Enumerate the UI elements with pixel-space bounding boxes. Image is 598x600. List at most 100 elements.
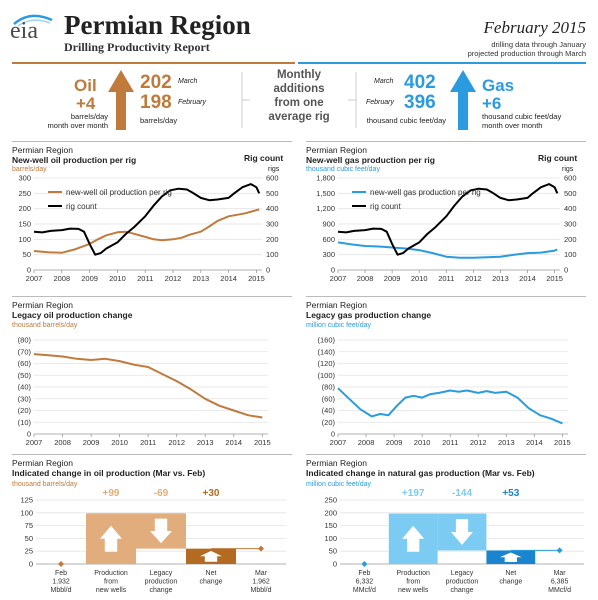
gas_change-category-label-3: Net — [505, 570, 516, 577]
oil_rig-ytick: 250 — [18, 189, 31, 198]
gas-legacy-panel-title: Permian Region Legacy gas production cha… — [306, 300, 431, 320]
gas_rig-ytick: 300 — [322, 250, 335, 259]
divider-4 — [306, 296, 586, 297]
oil_change-up-arrow-icon — [100, 525, 122, 552]
oil_change-ytick: 75 — [25, 521, 33, 530]
oil-summary: Oil +4 barrels/day month over month 202 … — [12, 66, 242, 132]
gas_rig-ytick-right: 0 — [564, 266, 568, 275]
gas-rig-panel-title: Permian Region New-well gas production p… — [306, 145, 435, 165]
oil_change-down-arrow-icon — [150, 518, 172, 544]
divider-3 — [12, 296, 292, 297]
gas-value-unit: thousand cubic feet/day — [366, 116, 446, 125]
gas_rig-xtick: 2012 — [465, 274, 482, 283]
oil-change-region: Permian Region — [12, 458, 73, 468]
gas_legacy-xtick: 2010 — [414, 438, 431, 447]
gas_rig-ytick: 600 — [322, 235, 335, 244]
data-note-line1: drilling data through January — [491, 40, 586, 49]
gas_rig-series-0-line — [337, 241, 558, 259]
gas_change-category-label-2: change — [451, 587, 474, 594]
oil_rig-xtick: 2011 — [137, 274, 153, 283]
oil_change-ytick: 100 — [20, 508, 33, 517]
oil_rig-xtick: 2010 — [109, 274, 126, 283]
oil-rig-chart: 0 50 100 150 200 250 300 0 100 200 300 400 500 600 200… — [18, 174, 279, 284]
gas_legacy-xtick: 2007 — [330, 438, 347, 447]
gas-legacy-left-unit: million cubic feet/day — [306, 322, 371, 329]
gas_change-category-label-0: Feb — [358, 570, 370, 577]
oil_change-category-label-0: Mbbl/d — [50, 587, 71, 594]
gas_change-category-label-1: from — [406, 579, 420, 586]
oil_rig-xtick: 2007 — [26, 274, 43, 283]
oil-change-panel-title: Permian Region Indicated change in oil p… — [12, 458, 205, 478]
oil-march-value: 202 — [140, 72, 172, 93]
center-note-line1: Monthly — [276, 69, 322, 81]
oil_rig-ytick-right: 0 — [266, 266, 270, 275]
oil-legacy-panel-title: Permian Region Legacy oil production cha… — [12, 300, 132, 320]
gas_legacy-ytick: 0 — [331, 430, 335, 439]
gas_change-category-label-0: MMcf/d — [353, 587, 376, 594]
oil_change-category-label-0: Feb — [55, 570, 67, 577]
gas_change-category-label-4: 6,385 — [551, 579, 569, 586]
gas_legacy-ytick: (80) — [322, 383, 336, 392]
oil_rig-series-1-line — [33, 183, 261, 256]
gas_change-category-label-2: production — [446, 579, 479, 586]
gas_rig-xtick: 2010 — [411, 274, 428, 283]
oil-legacy-region: Permian Region — [12, 300, 73, 310]
gas_rig-ytick-right: 600 — [564, 174, 577, 183]
oil-legacy-title: Legacy oil production change — [12, 310, 133, 320]
oil_rig-ytick-right: 300 — [266, 220, 279, 229]
oil-feb-label: February — [178, 99, 207, 106]
oil_change-value-label-0: +99 — [103, 488, 120, 499]
oil-rig-panel-title: Permian Region New-well oil production p… — [12, 145, 136, 165]
gas_change-ytick: 150 — [324, 521, 337, 530]
center-note-line2: additions — [273, 83, 325, 95]
oil-change-unit-line1: barrels/day — [70, 112, 108, 121]
oil-rig-right-unit: rigs — [268, 166, 280, 173]
gas_legacy-xtick: 2012 — [470, 438, 487, 447]
oil_rig-ytick-right: 600 — [266, 174, 279, 183]
oil_change-ytick: 50 — [25, 534, 33, 543]
gas_change-up-arrow-icon — [499, 552, 522, 562]
gas_change-end-marker-0 — [361, 561, 368, 567]
gas_legacy-xtick: 2009 — [386, 438, 403, 447]
oil_legacy-ytick: (30) — [18, 394, 32, 403]
gas_rig-xtick: 2013 — [492, 274, 509, 283]
oil-rig-region: Permian Region — [12, 145, 73, 155]
gas-rig-left-unit: thousand cubic feet/day — [306, 166, 380, 173]
divider-5 — [12, 454, 292, 455]
oil-rig-right-title: Rig count — [244, 153, 284, 163]
oil_change-value-label-1: -69 — [154, 488, 169, 499]
gas_legacy-xtick: 2013 — [498, 438, 515, 447]
gas-rig-right-title: Rig count — [538, 153, 578, 163]
gas-rig-title: New-well gas production per rig — [306, 155, 435, 165]
oil_rig-ytick-right: 200 — [266, 235, 279, 244]
oil_rig-xtick: 2008 — [53, 274, 70, 283]
oil_rig-legend-label-1: rig count — [66, 202, 97, 211]
oil-feb-value: 198 — [140, 92, 172, 113]
gas_rig-legend-label-1: rig count — [370, 202, 401, 211]
data-note-line2: projected production through March — [467, 49, 586, 58]
gas-legacy-region: Permian Region — [306, 300, 367, 310]
gas_legacy-xtick: 2015 — [554, 438, 571, 447]
center-note: Monthly additions from one average rig — [240, 68, 358, 132]
oil_legacy-ytick: (40) — [18, 383, 32, 392]
oil_change-category-label-1: from — [104, 579, 118, 586]
gas_change-category-label-0: 6,332 — [356, 579, 374, 586]
gas_change-category-label-4: Mar — [554, 570, 567, 577]
oil_legacy-ytick: (60) — [18, 359, 32, 368]
oil_rig-xtick: 2014 — [220, 274, 237, 283]
oil_legacy-xtick: 2011 — [140, 438, 156, 447]
oil_legacy-xtick: 2010 — [111, 438, 128, 447]
gas_legacy-ytick: (140) — [317, 347, 335, 356]
gas_rig-xtick: 2009 — [384, 274, 401, 283]
oil-march-label: March — [178, 78, 198, 85]
page-title: Permian Region — [64, 10, 251, 40]
oil_legacy-ytick: 0 — [27, 430, 31, 439]
gas_legacy-series-0-line — [337, 387, 563, 425]
oil-change-unit-line2: month over month — [47, 121, 108, 130]
gas_rig-xtick: 2015 — [546, 274, 563, 283]
oil_rig-xtick: 2013 — [192, 274, 209, 283]
oil-change-left-unit: thousand barrels/day — [12, 481, 78, 488]
oil_legacy-ytick: (10) — [18, 418, 32, 427]
oil_legacy-xtick: 2014 — [225, 438, 242, 447]
oil_legacy-series-0-line — [33, 353, 263, 419]
